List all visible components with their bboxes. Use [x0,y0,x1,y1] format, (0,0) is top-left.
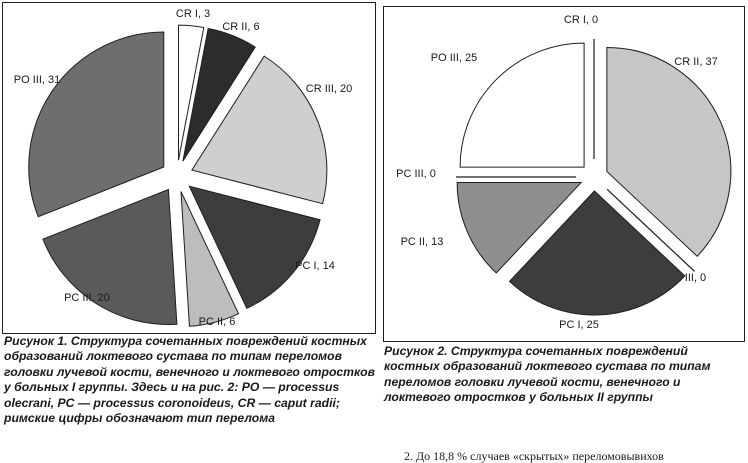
pie-slice-pc-i-14 [188,185,321,310]
slice-label-cr-ii-37: CR II, 37 [674,56,717,68]
slice-label-pc-i-25: PC I, 25 [559,319,599,331]
pie-slice-pc-ii-6 [180,191,240,327]
pie-slice-po-iii-25 [459,42,585,168]
pie-slice-cr-iii-20 [191,55,328,205]
slice-label-pc-iii-0: PC III, 0 [396,168,436,180]
slice-label-po-iii-31: PO III, 31 [14,74,60,86]
pie-slice-cr-iii-0 [606,188,696,272]
figure-1-pie-chart: CR I, 3 CR II, 6 CR III, 20 PC I, 14 PC II, … [14,8,352,328]
slice-label-cr-ii-6: CR II, 6 [222,21,259,33]
pie-slice-cr-ii-37 [606,46,732,258]
slice-label-cr-i-3: CR I, 3 [176,8,210,20]
figure-2-chart-frame: CR I, 0 CR II, 37 CR III, 0 PC I, 25 PC II, … [383,6,745,342]
slice-label-pc-iii-20: PC III, 20 [64,292,110,304]
pie-slice-pc-i-25 [508,190,686,316]
slice-label-pc-i-14: PC I, 14 [295,260,335,272]
body-paragraph: 2. До 18,8 % случаев «скрытых» переломов… [404,449,664,463]
slice-label-cr-iii-20: CR III, 20 [306,83,352,95]
pie-slice-pc-ii-13 [456,182,583,274]
slice-label-cr-i-0: CR I, 0 [564,14,598,26]
figure-2-caption: Рисунок 2. Структура сочетанных поврежде… [384,344,711,405]
pie-slice-cr-i-3 [178,24,205,161]
figure-1-chart-frame: CR I, 3 CR II, 6 CR III, 20 PC I, 14 PC II, … [2,2,376,334]
pie-slice-pc-iii-20 [42,188,178,326]
slice-label-pc-ii-6: PC II, 6 [199,316,236,328]
pie-slice-cr-ii-6 [182,27,256,162]
slice-label-pc-ii-13: PC II, 13 [401,236,444,248]
pie-slice-po-iii-31 [28,31,165,218]
slice-label-po-iii-25: PO III, 25 [431,52,477,64]
figure-1-caption: Рисунок 1. Структура сочетанных поврежде… [4,334,375,426]
